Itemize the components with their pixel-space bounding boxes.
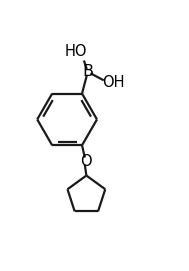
Text: O: O: [80, 154, 92, 169]
Text: HO: HO: [65, 44, 88, 60]
Text: OH: OH: [102, 75, 125, 90]
Text: B: B: [82, 64, 93, 79]
